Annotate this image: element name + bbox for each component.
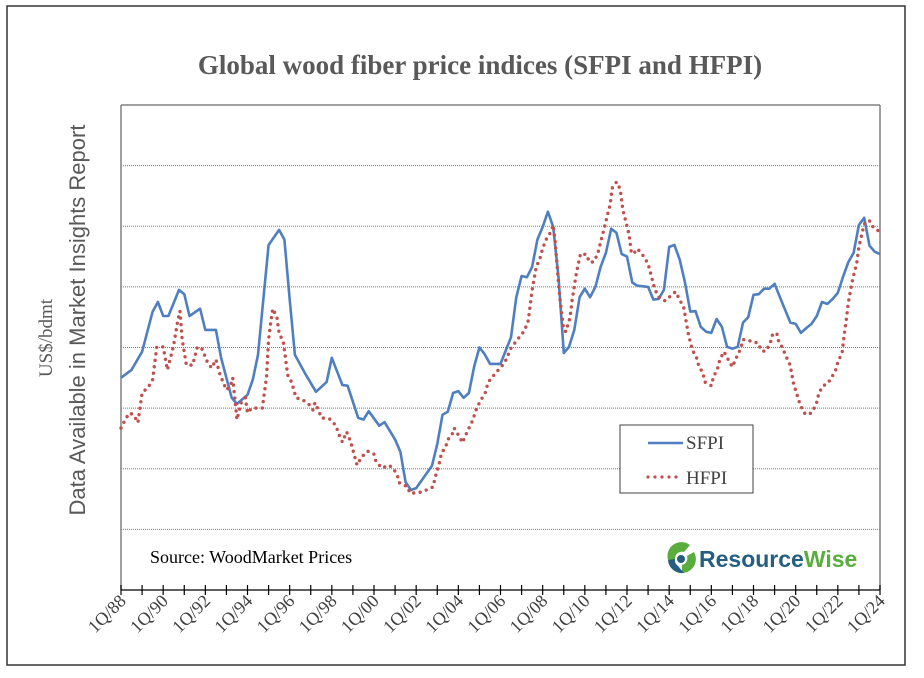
- legend: SFPI HFPI: [619, 424, 754, 494]
- logo-mark-icon: [667, 542, 696, 574]
- legend-label-hfpi: HFPI: [686, 468, 727, 489]
- legend-box: [619, 424, 754, 494]
- chart-title: Global wood fiber price indices (SFPI an…: [198, 50, 762, 80]
- series-group: [119, 179, 882, 495]
- logo-text-wise: Wise: [804, 546, 857, 572]
- resourcewise-logo: ResourceWise: [667, 542, 857, 574]
- chart-frame: [6, 5, 906, 666]
- legend-label-sfpi: SFPI: [686, 433, 724, 454]
- y-axis-label: US$/bdmt: [36, 298, 57, 377]
- series-line-sfpi: [120, 210, 881, 492]
- series-line-hfpi: [119, 179, 882, 495]
- logo-text-resource: Resource: [699, 546, 804, 572]
- source-annotation: Source: WoodMarket Prices: [150, 547, 352, 567]
- y-axis-note: Data Available in Market Insights Report: [65, 125, 90, 516]
- svg-text:ResourceWise: ResourceWise: [699, 546, 857, 572]
- x-ticks: [120, 585, 881, 595]
